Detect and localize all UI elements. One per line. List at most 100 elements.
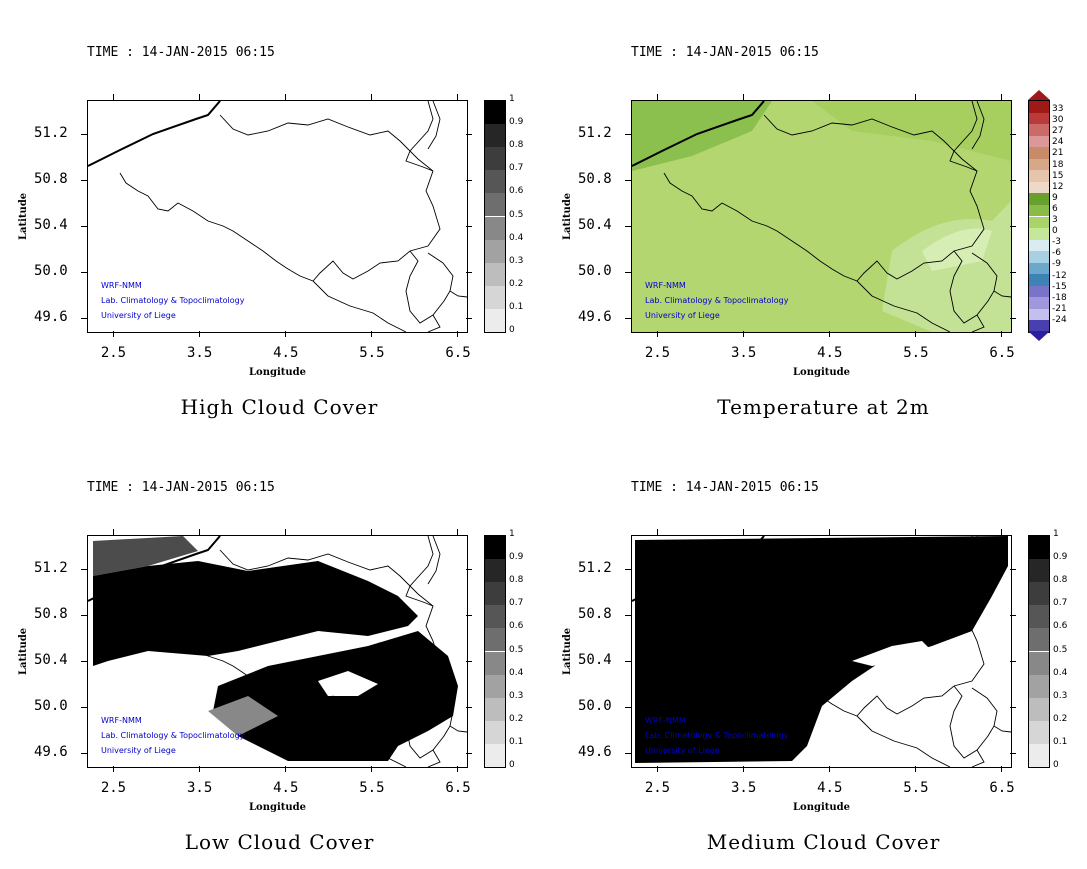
colorbar-tick-label: -21 bbox=[1052, 303, 1067, 314]
colorbar-swatch bbox=[1029, 239, 1049, 252]
y-tick-mark-right bbox=[466, 180, 472, 182]
credit-line: University of Liege bbox=[101, 311, 176, 320]
germany-border bbox=[427, 290, 467, 332]
colorbar-tick-label: 0.4 bbox=[509, 667, 524, 678]
colorbar-tick-label: 0.7 bbox=[509, 163, 524, 174]
colorbar bbox=[484, 535, 506, 768]
y-tick-mark bbox=[81, 318, 87, 320]
x-tick-mark-top bbox=[656, 94, 658, 100]
germany-border bbox=[971, 290, 1011, 332]
y-tick-label: 50.4 bbox=[578, 652, 612, 669]
y-tick-mark-right bbox=[466, 615, 472, 617]
colorbar-tick-label: 0.6 bbox=[509, 186, 524, 197]
colorbar-tick-label: -6 bbox=[1052, 248, 1061, 259]
x-tick-mark-top bbox=[1001, 529, 1003, 535]
coastline bbox=[88, 101, 221, 167]
colorbar-tick-label: 0.6 bbox=[1053, 621, 1068, 632]
colorbar-tick-label: -15 bbox=[1052, 281, 1067, 292]
y-tick-label: 50.8 bbox=[578, 606, 612, 623]
colorbar-tick-label: 1 bbox=[1053, 529, 1059, 539]
y-tick-mark-right bbox=[1010, 707, 1016, 709]
colorbar-tick-label: 0.3 bbox=[1053, 690, 1068, 701]
panel-title: Low Cloud Cover bbox=[184, 830, 375, 854]
colorbar-tick-label: -24 bbox=[1052, 315, 1067, 325]
credit-line: Lab. Climatology & Topoclimatology bbox=[645, 296, 789, 305]
colorbar-tick-label: 0.9 bbox=[509, 117, 524, 128]
colorbar-tick-label: 0.2 bbox=[1053, 713, 1068, 724]
timestamp: TIME : 14-JAN-2015 06:15 bbox=[631, 480, 819, 495]
y-tick-mark bbox=[625, 661, 631, 663]
colorbar-tick-label: -9 bbox=[1052, 259, 1061, 270]
x-tick-mark-top bbox=[1001, 94, 1003, 100]
coastline bbox=[88, 536, 221, 602]
netherlands-border bbox=[405, 101, 441, 172]
colorbar-swatch bbox=[485, 628, 505, 652]
medium-map-svg bbox=[632, 536, 1011, 767]
y-tick-mark-right bbox=[1010, 569, 1016, 571]
x-tick-label: 3.5 bbox=[730, 345, 757, 361]
timestamp: TIME : 14-JAN-2015 06:15 bbox=[87, 45, 275, 60]
colorbar-tick-label: 15 bbox=[1052, 170, 1064, 181]
medium-cloud-main-field bbox=[635, 536, 1008, 763]
y-tick-mark bbox=[625, 569, 631, 571]
x-tick-mark bbox=[112, 331, 114, 337]
model-credits: WRF-NMM Lab. Climatology & Topoclimatolog… bbox=[101, 278, 244, 323]
netherlands-border bbox=[949, 536, 985, 607]
x-tick-mark-top bbox=[742, 529, 744, 535]
colorbar bbox=[1028, 535, 1050, 768]
colorbar-tick-label: 18 bbox=[1052, 159, 1064, 170]
colorbar-swatch bbox=[1029, 320, 1049, 332]
x-tick-mark-top bbox=[829, 94, 831, 100]
colorbar-swatch bbox=[485, 193, 505, 217]
credit-line: WRF-NMM bbox=[101, 716, 142, 725]
colorbar-swatch bbox=[1029, 251, 1049, 263]
colorbar-swatch bbox=[1029, 582, 1049, 606]
colorbar-swatch bbox=[485, 582, 505, 606]
y-tick-mark-right bbox=[1010, 318, 1016, 320]
y-tick-mark bbox=[81, 180, 87, 182]
colorbar-swatch bbox=[1029, 308, 1049, 321]
colorbar-swatch bbox=[485, 536, 505, 560]
colorbar-swatch bbox=[485, 101, 505, 125]
colorbar-top-arrow bbox=[1028, 90, 1050, 100]
x-tick-mark bbox=[915, 331, 917, 337]
x-tick-label: 3.5 bbox=[730, 780, 757, 796]
x-tick-label: 6.5 bbox=[989, 780, 1015, 796]
x-tick-mark-top bbox=[656, 529, 658, 535]
colorbar-tick-label: 0.1 bbox=[509, 736, 524, 747]
x-tick-label: 5.5 bbox=[359, 780, 385, 796]
colorbar-tick-label: 21 bbox=[1052, 148, 1064, 159]
x-tick-mark bbox=[829, 766, 831, 772]
y-tick-mark-right bbox=[466, 134, 472, 136]
y-tick-label: 49.6 bbox=[578, 309, 612, 326]
x-tick-mark bbox=[1001, 766, 1003, 772]
belgium-border bbox=[88, 101, 441, 282]
netherlands-border bbox=[405, 536, 441, 607]
x-tick-mark bbox=[656, 331, 658, 337]
colorbar-tick-label: 0.6 bbox=[509, 621, 524, 632]
y-tick-label: 50.4 bbox=[34, 217, 68, 234]
colorbar-tick-label: 1 bbox=[509, 94, 515, 104]
y-tick-label: 49.6 bbox=[34, 744, 68, 761]
model-credits: WRF-NMM Lab. Climatology & Topoclimatolog… bbox=[645, 278, 788, 323]
y-axis-label: Latitude bbox=[562, 627, 573, 675]
colorbar-swatch bbox=[1029, 135, 1049, 148]
credit-line: WRF-NMM bbox=[645, 716, 686, 725]
x-tick-label: 4.5 bbox=[273, 780, 299, 796]
y-tick-label: 51.2 bbox=[34, 560, 68, 577]
colorbar-tick-label: 0.4 bbox=[1053, 667, 1068, 678]
y-tick-label: 50.0 bbox=[578, 698, 612, 715]
x-tick-mark-top bbox=[457, 94, 459, 100]
x-tick-mark bbox=[285, 766, 287, 772]
colorbar-tick-label: 9 bbox=[1052, 192, 1058, 203]
colorbar bbox=[1028, 100, 1050, 333]
colorbar-tick-label: -12 bbox=[1052, 270, 1067, 281]
colorbar-swatch bbox=[1029, 285, 1049, 298]
x-tick-label: 4.5 bbox=[817, 345, 843, 361]
colorbar-swatch bbox=[1029, 605, 1049, 629]
colorbar-swatch bbox=[1029, 262, 1049, 275]
y-tick-mark-right bbox=[1010, 226, 1016, 228]
colorbar-swatch bbox=[1029, 274, 1049, 286]
colorbar-swatch bbox=[1029, 101, 1049, 113]
netherlands-border bbox=[949, 101, 985, 172]
